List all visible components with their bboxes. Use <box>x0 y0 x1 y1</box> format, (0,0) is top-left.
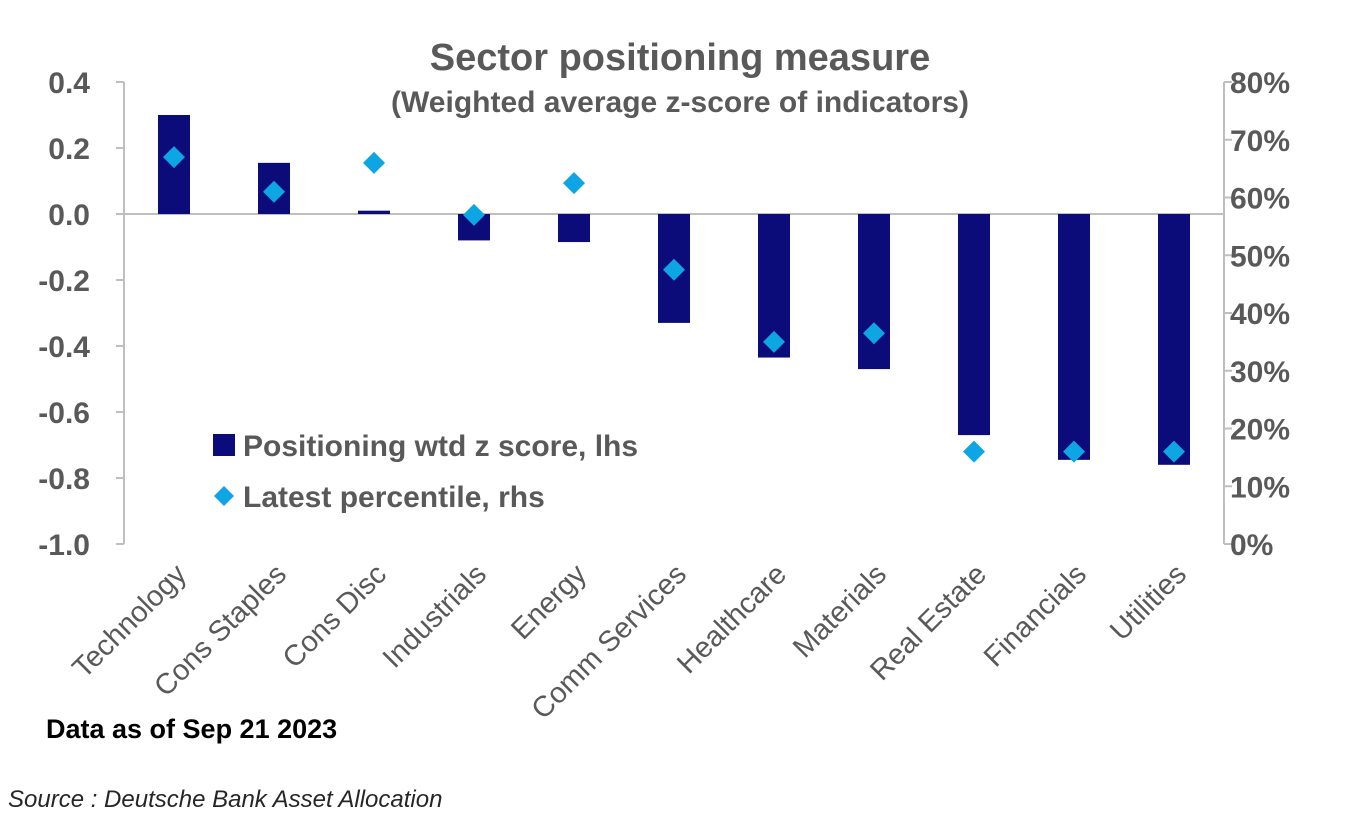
percentile-marker-comm-services <box>663 258 685 281</box>
left-axis-tick-label: -1.0 <box>38 529 90 562</box>
bar-utilities <box>1158 214 1190 465</box>
percentile-marker-real-estate <box>963 440 985 463</box>
percentile-marker-healthcare <box>763 330 785 353</box>
category-label: Industrials <box>377 558 493 674</box>
bar-materials <box>858 214 890 370</box>
right-axis-tick-label: 50% <box>1230 240 1290 273</box>
right-axis-tick-label: 80% <box>1230 67 1290 100</box>
left-axis-tick-label: -0.2 <box>38 265 90 298</box>
right-axis-tick-label: 40% <box>1230 298 1290 331</box>
left-axis-tick-label: -0.8 <box>38 463 90 496</box>
percentile-marker-financials <box>1063 440 1085 463</box>
category-label: Financials <box>978 558 1093 673</box>
percentile-marker-technology <box>163 146 185 169</box>
percentile-marker-cons-disc <box>363 151 385 174</box>
category-label: Healthcare <box>671 558 793 680</box>
percentile-marker-cons-staples <box>263 180 285 203</box>
chart-subtitle: (Weighted average z-score of indicators) <box>391 86 969 119</box>
right-axis-tick-label: 10% <box>1230 471 1290 504</box>
category-label: Energy <box>505 558 593 646</box>
bar-financials <box>1058 214 1090 460</box>
bar-cons-disc <box>358 210 390 214</box>
category-label: Materials <box>787 558 893 664</box>
left-axis-tick-label: -0.4 <box>38 331 90 364</box>
left-axis-tick-label: -0.6 <box>38 397 90 430</box>
left-axis-tick-label: 0.4 <box>48 67 90 100</box>
legend-bar-label: Positioning wtd z score, lhs <box>243 430 638 463</box>
source-note: Source : Deutsche Bank Asset Allocation <box>8 786 443 813</box>
right-axis-tick-label: 70% <box>1230 125 1290 158</box>
legend-marker-label: Latest percentile, rhs <box>243 481 545 514</box>
percentile-marker-utilities <box>1163 440 1185 463</box>
percentile-marker-materials <box>863 322 885 345</box>
right-axis-tick-label: 0% <box>1230 529 1273 562</box>
percentile-marker-industrials <box>463 203 485 226</box>
data-date-note: Data as of Sep 21 2023 <box>46 714 338 744</box>
right-axis-tick-label: 20% <box>1230 414 1290 447</box>
category-label: Cons Disc <box>277 558 393 674</box>
left-axis-tick-label: 0.2 <box>48 133 90 166</box>
right-axis-tick-label: 30% <box>1230 356 1290 389</box>
bar-energy <box>558 214 590 243</box>
left-axis-tick-label: 0.0 <box>48 199 90 232</box>
positioning-chart: Sector positioning measure (Weighted ave… <box>38 37 1290 726</box>
category-label: Utilities <box>1104 558 1193 647</box>
bar-real-estate <box>958 214 990 436</box>
percentile-marker-energy <box>563 172 585 195</box>
legend-bar-swatch <box>213 434 235 456</box>
chart-title: Sector positioning measure <box>430 37 930 79</box>
legend-diamond-icon <box>214 486 234 506</box>
right-axis-tick-label: 60% <box>1230 183 1290 216</box>
